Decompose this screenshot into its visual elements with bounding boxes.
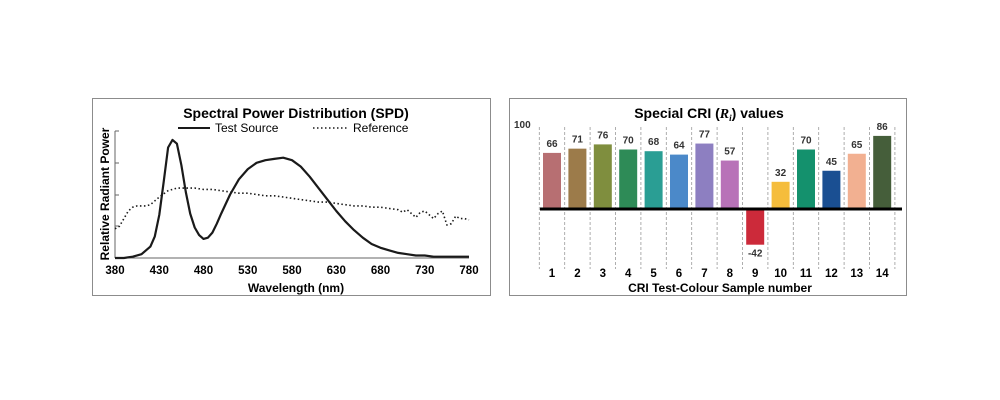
cri-x-tick-8: 8	[727, 268, 734, 280]
spd-series-test-source	[115, 138, 469, 260]
cri-value-label-7: 77	[699, 130, 711, 141]
cri-value-label-4: 70	[623, 136, 635, 147]
spd-chart: Spectral Power Distribution (SPD) Test S…	[98, 105, 479, 295]
cri-bar-7	[695, 143, 714, 209]
cri-value-label-13: 65	[851, 140, 863, 151]
cri-value-label-10: 32	[775, 168, 787, 179]
spd-x-axis-title: Wavelength (nm)	[248, 281, 344, 295]
spd-series-reference	[114, 187, 470, 230]
cri-value-label-12: 45	[826, 157, 838, 168]
cri-x-tick-4: 4	[625, 268, 632, 280]
cri-x-tick-1: 1	[549, 268, 556, 280]
cri-bar-8	[720, 160, 739, 209]
legend-label-reference: Reference	[353, 121, 409, 135]
spd-series	[114, 138, 470, 260]
cri-x-tick-13: 13	[850, 268, 863, 280]
cri-value-label-2: 71	[572, 135, 584, 146]
cri-x-tick-7: 7	[701, 268, 707, 280]
cri-chart: Special CRI (Ri) values 100 66 71 76 70 68 64…	[514, 105, 902, 295]
cri-chart-title: Special CRI (Ri) values	[634, 105, 784, 123]
cri-x-tick-14: 14	[876, 268, 889, 280]
cri-bar-3	[593, 144, 612, 209]
spd-x-tick-530: 530	[238, 265, 257, 277]
cri-grid-lines	[538, 127, 896, 269]
spd-legend: Test Source Reference	[178, 121, 409, 135]
cri-value-label-5: 68	[648, 137, 660, 148]
cri-value-label-11: 70	[800, 136, 812, 147]
cri-bar-14	[873, 135, 892, 209]
cri-bar-5	[644, 151, 663, 209]
cri-value-label-1: 66	[546, 139, 558, 150]
cri-value-label-14: 86	[877, 122, 889, 133]
cri-x-tick-6: 6	[676, 268, 682, 280]
cri-x-tick-9: 9	[752, 268, 758, 280]
cri-value-label-8: 57	[724, 147, 736, 158]
spd-y-axis-title: Relative Radiant Power	[98, 127, 112, 260]
cri-x-tick-labels: 1 2 3 4 5 6 7 8 9 10 11 12 13 14	[549, 268, 889, 280]
cri-bar-1	[543, 152, 561, 209]
cri-bar-9	[746, 209, 765, 245]
cri-bar-11	[797, 149, 815, 209]
cri-value-label-9: -42	[748, 249, 763, 260]
spd-x-tick-780: 780	[459, 265, 478, 277]
spd-x-tick-480: 480	[194, 265, 213, 277]
legend-label-test-source: Test Source	[215, 121, 279, 135]
spd-y-ticks	[115, 130, 119, 227]
cri-x-axis-title: CRI Test-Colour Sample number	[628, 281, 812, 295]
cri-x-tick-5: 5	[650, 268, 657, 280]
spd-x-tick-680: 680	[371, 265, 390, 277]
cri-x-tick-11: 11	[800, 268, 813, 280]
cri-bars: 66 71 76 70 68 64 77 57 -42 32 70 45 65 86	[543, 122, 892, 260]
cri-bar-10	[771, 181, 790, 209]
spd-x-tick-580: 580	[282, 265, 301, 277]
cri-x-tick-3: 3	[600, 268, 606, 280]
cri-value-label-6: 64	[673, 141, 685, 152]
cri-bar-13	[847, 153, 866, 209]
cri-y-label-100: 100	[514, 120, 531, 131]
spd-chart-panel: Spectral Power Distribution (SPD) Test S…	[92, 98, 491, 296]
cri-value-label-3: 76	[597, 130, 609, 141]
cri-chart-panel: Special CRI (Ri) values 100 66 71 76 70 68 64…	[509, 98, 907, 296]
cri-x-tick-12: 12	[825, 268, 838, 280]
cri-bar-6	[670, 154, 688, 209]
cri-x-tick-10: 10	[774, 268, 787, 280]
spd-x-tick-380: 380	[105, 265, 124, 277]
spd-chart-title: Spectral Power Distribution (SPD)	[183, 105, 409, 121]
spd-x-tick-labels: 380 430 480 530 580 630 680 730 780	[105, 265, 478, 277]
cri-bar-12	[822, 170, 841, 209]
cri-x-tick-2: 2	[574, 268, 580, 280]
spd-x-tick-430: 430	[150, 265, 169, 277]
cri-bar-4	[619, 149, 638, 209]
spd-x-tick-630: 630	[327, 265, 346, 277]
cri-bar-2	[568, 148, 587, 209]
spd-x-tick-730: 730	[415, 265, 434, 277]
